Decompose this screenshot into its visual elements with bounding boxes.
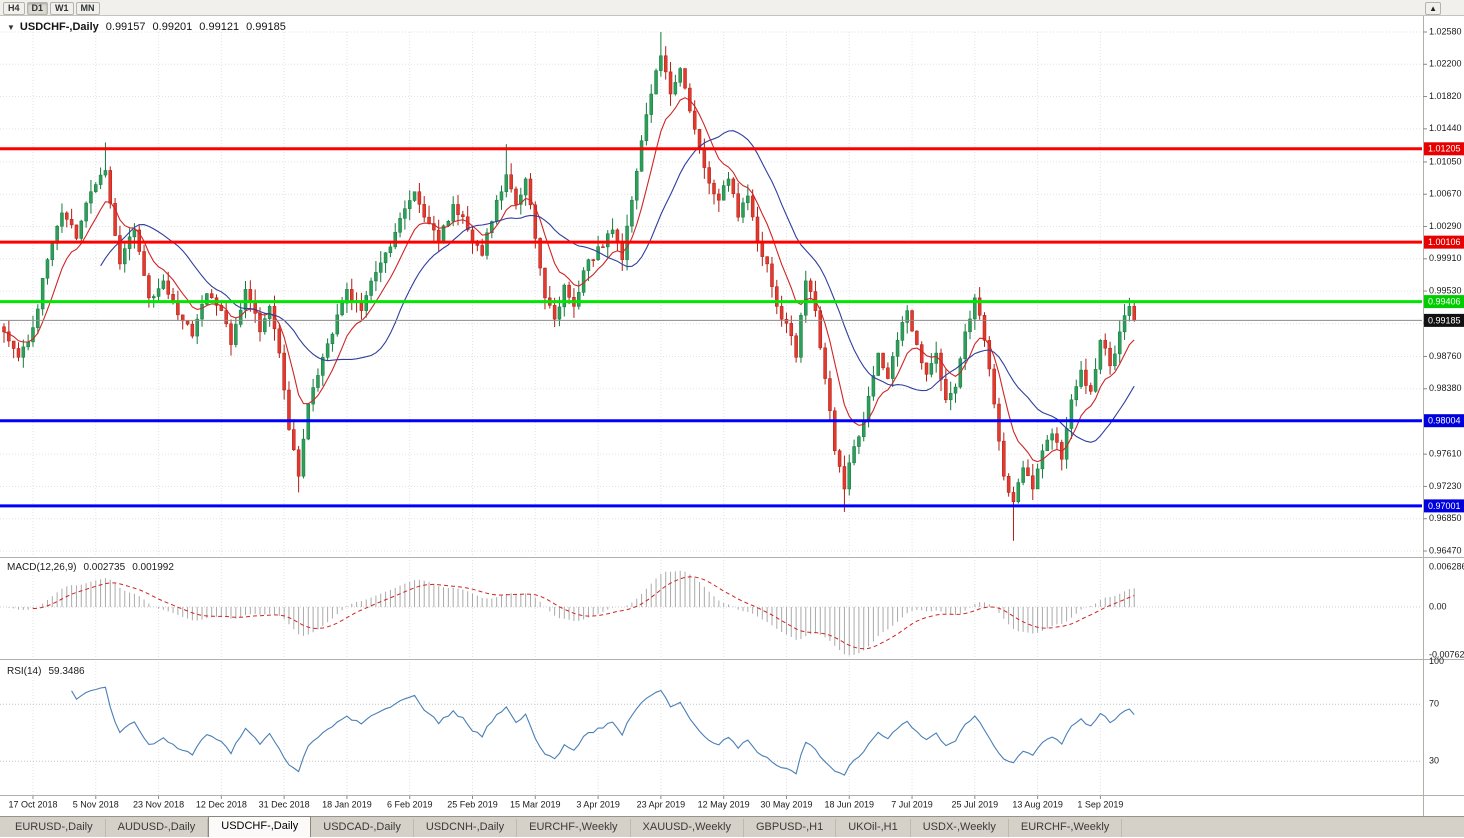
chart-tab-bar: EURUSD-,Daily AUDUSD-,Daily USDCHF-,Daily U… bbox=[0, 816, 1464, 837]
chart-window: 1.02580 1.02200 1.01820 1.01440 1.01050 1.006… bbox=[0, 16, 1464, 816]
svg-text:0.00: 0.00 bbox=[1429, 601, 1447, 611]
svg-text:0.97230: 0.97230 bbox=[1429, 481, 1462, 491]
svg-text:-0.00762: -0.00762 bbox=[1429, 649, 1464, 659]
svg-text:1 Sep 2019: 1 Sep 2019 bbox=[1077, 799, 1123, 809]
timeframe-button-mn[interactable]: MN bbox=[75, 1, 100, 15]
axis-labels: 1.02580 1.02200 1.01820 1.01440 1.01050 1.006… bbox=[8, 26, 1464, 809]
svg-text:1.02580: 1.02580 bbox=[1429, 26, 1462, 36]
svg-text:1.02200: 1.02200 bbox=[1429, 59, 1462, 69]
chart-tab-usdcnh-daily[interactable]: USDCNH-,Daily bbox=[414, 819, 518, 837]
svg-text:31 Dec 2018: 31 Dec 2018 bbox=[259, 799, 310, 809]
svg-text:0.99185: 0.99185 bbox=[1428, 315, 1461, 325]
moving-averages bbox=[3, 97, 1135, 463]
rsi-pane bbox=[71, 686, 1135, 776]
chart-scroll-up-icon[interactable]: ▲ bbox=[1425, 1, 1441, 15]
svg-text:23 Apr 2019: 23 Apr 2019 bbox=[637, 799, 686, 809]
svg-text:1.01820: 1.01820 bbox=[1429, 91, 1462, 101]
svg-text:18 Jun 2019: 18 Jun 2019 bbox=[824, 799, 874, 809]
chart-tab-eurchf-weekly[interactable]: EURCHF-,Weekly bbox=[1009, 819, 1123, 837]
svg-text:100: 100 bbox=[1429, 656, 1444, 666]
chart-tab-ukoil-h1[interactable]: UKOil-,H1 bbox=[836, 819, 911, 837]
svg-text:1.01205: 1.01205 bbox=[1428, 144, 1461, 154]
svg-text:17 Oct 2018: 17 Oct 2018 bbox=[8, 799, 57, 809]
svg-text:3 Apr 2019: 3 Apr 2019 bbox=[576, 799, 620, 809]
timeframe-button-h4[interactable]: H4 bbox=[3, 1, 25, 15]
svg-text:5 Nov 2018: 5 Nov 2018 bbox=[73, 799, 119, 809]
svg-text:7 Jul 2019: 7 Jul 2019 bbox=[891, 799, 933, 809]
chart-tab-usdcad-daily[interactable]: USDCAD-,Daily bbox=[311, 819, 414, 837]
svg-text:1.01050: 1.01050 bbox=[1429, 156, 1462, 166]
svg-text:0.006286: 0.006286 bbox=[1429, 561, 1464, 571]
macd-pane bbox=[8, 570, 1135, 656]
svg-text:70: 70 bbox=[1429, 699, 1439, 709]
price-markers: 1.01205 1.00106 0.99406 0.99185 0.98004 0.970… bbox=[1424, 142, 1464, 513]
svg-text:1.00290: 1.00290 bbox=[1429, 221, 1462, 231]
svg-text:1.01440: 1.01440 bbox=[1429, 123, 1462, 133]
chart-tab-eurusd-daily[interactable]: EURUSD-,Daily bbox=[3, 819, 106, 837]
chart-tab-audusd-daily[interactable]: AUDUSD-,Daily bbox=[106, 819, 209, 837]
svg-text:13 Aug 2019: 13 Aug 2019 bbox=[1012, 799, 1063, 809]
svg-text:0.96850: 0.96850 bbox=[1429, 513, 1462, 523]
svg-text:12 Dec 2018: 12 Dec 2018 bbox=[196, 799, 247, 809]
chart-tab-usdchf-daily[interactable]: USDCHF-,Daily bbox=[208, 816, 312, 837]
svg-text:15 Mar 2019: 15 Mar 2019 bbox=[510, 799, 561, 809]
svg-text:6 Feb 2019: 6 Feb 2019 bbox=[387, 799, 433, 809]
candlestick-series bbox=[2, 32, 1136, 541]
svg-text:12 May 2019: 12 May 2019 bbox=[698, 799, 750, 809]
chart-tab-usdx-weekly[interactable]: USDX-,Weekly bbox=[911, 819, 1009, 837]
svg-text:1.00106: 1.00106 bbox=[1428, 237, 1461, 247]
horizontal-level-lines bbox=[0, 147, 1422, 508]
chart-tab-gbpusd-h1[interactable]: GBPUSD-,H1 bbox=[744, 819, 837, 837]
svg-text:30: 30 bbox=[1429, 756, 1439, 766]
timeframe-button-w1[interactable]: W1 bbox=[50, 1, 74, 15]
svg-text:0.98004: 0.98004 bbox=[1428, 416, 1461, 426]
chart-tab-xauusd-weekly[interactable]: XAUUSD-,Weekly bbox=[631, 819, 744, 837]
svg-text:1.00670: 1.00670 bbox=[1429, 189, 1462, 199]
svg-text:0.99910: 0.99910 bbox=[1429, 253, 1462, 263]
svg-text:30 May 2019: 30 May 2019 bbox=[760, 799, 812, 809]
svg-text:0.97610: 0.97610 bbox=[1429, 449, 1462, 459]
grid-lines bbox=[0, 31, 1422, 795]
svg-text:0.98760: 0.98760 bbox=[1429, 351, 1462, 361]
timeframe-toolbar: H4 D1 W1 MN ▲ bbox=[0, 0, 1464, 16]
price-chart-canvas[interactable]: 1.02580 1.02200 1.01820 1.01440 1.01050 1.006… bbox=[0, 16, 1464, 816]
svg-text:23 Nov 2018: 23 Nov 2018 bbox=[133, 799, 184, 809]
timeframe-button-d1[interactable]: D1 bbox=[26, 1, 49, 15]
svg-text:0.99530: 0.99530 bbox=[1429, 285, 1462, 295]
pane-separators bbox=[0, 16, 1464, 816]
chart-tab-eurchf-weekly[interactable]: EURCHF-,Weekly bbox=[517, 819, 631, 837]
svg-text:25 Feb 2019: 25 Feb 2019 bbox=[447, 799, 498, 809]
svg-text:0.98380: 0.98380 bbox=[1429, 383, 1462, 393]
svg-text:0.96470: 0.96470 bbox=[1429, 545, 1462, 555]
svg-text:0.97001: 0.97001 bbox=[1428, 501, 1461, 511]
svg-text:18 Jan 2019: 18 Jan 2019 bbox=[322, 799, 372, 809]
svg-text:0.99406: 0.99406 bbox=[1428, 296, 1461, 306]
svg-text:25 Jul 2019: 25 Jul 2019 bbox=[952, 799, 999, 809]
